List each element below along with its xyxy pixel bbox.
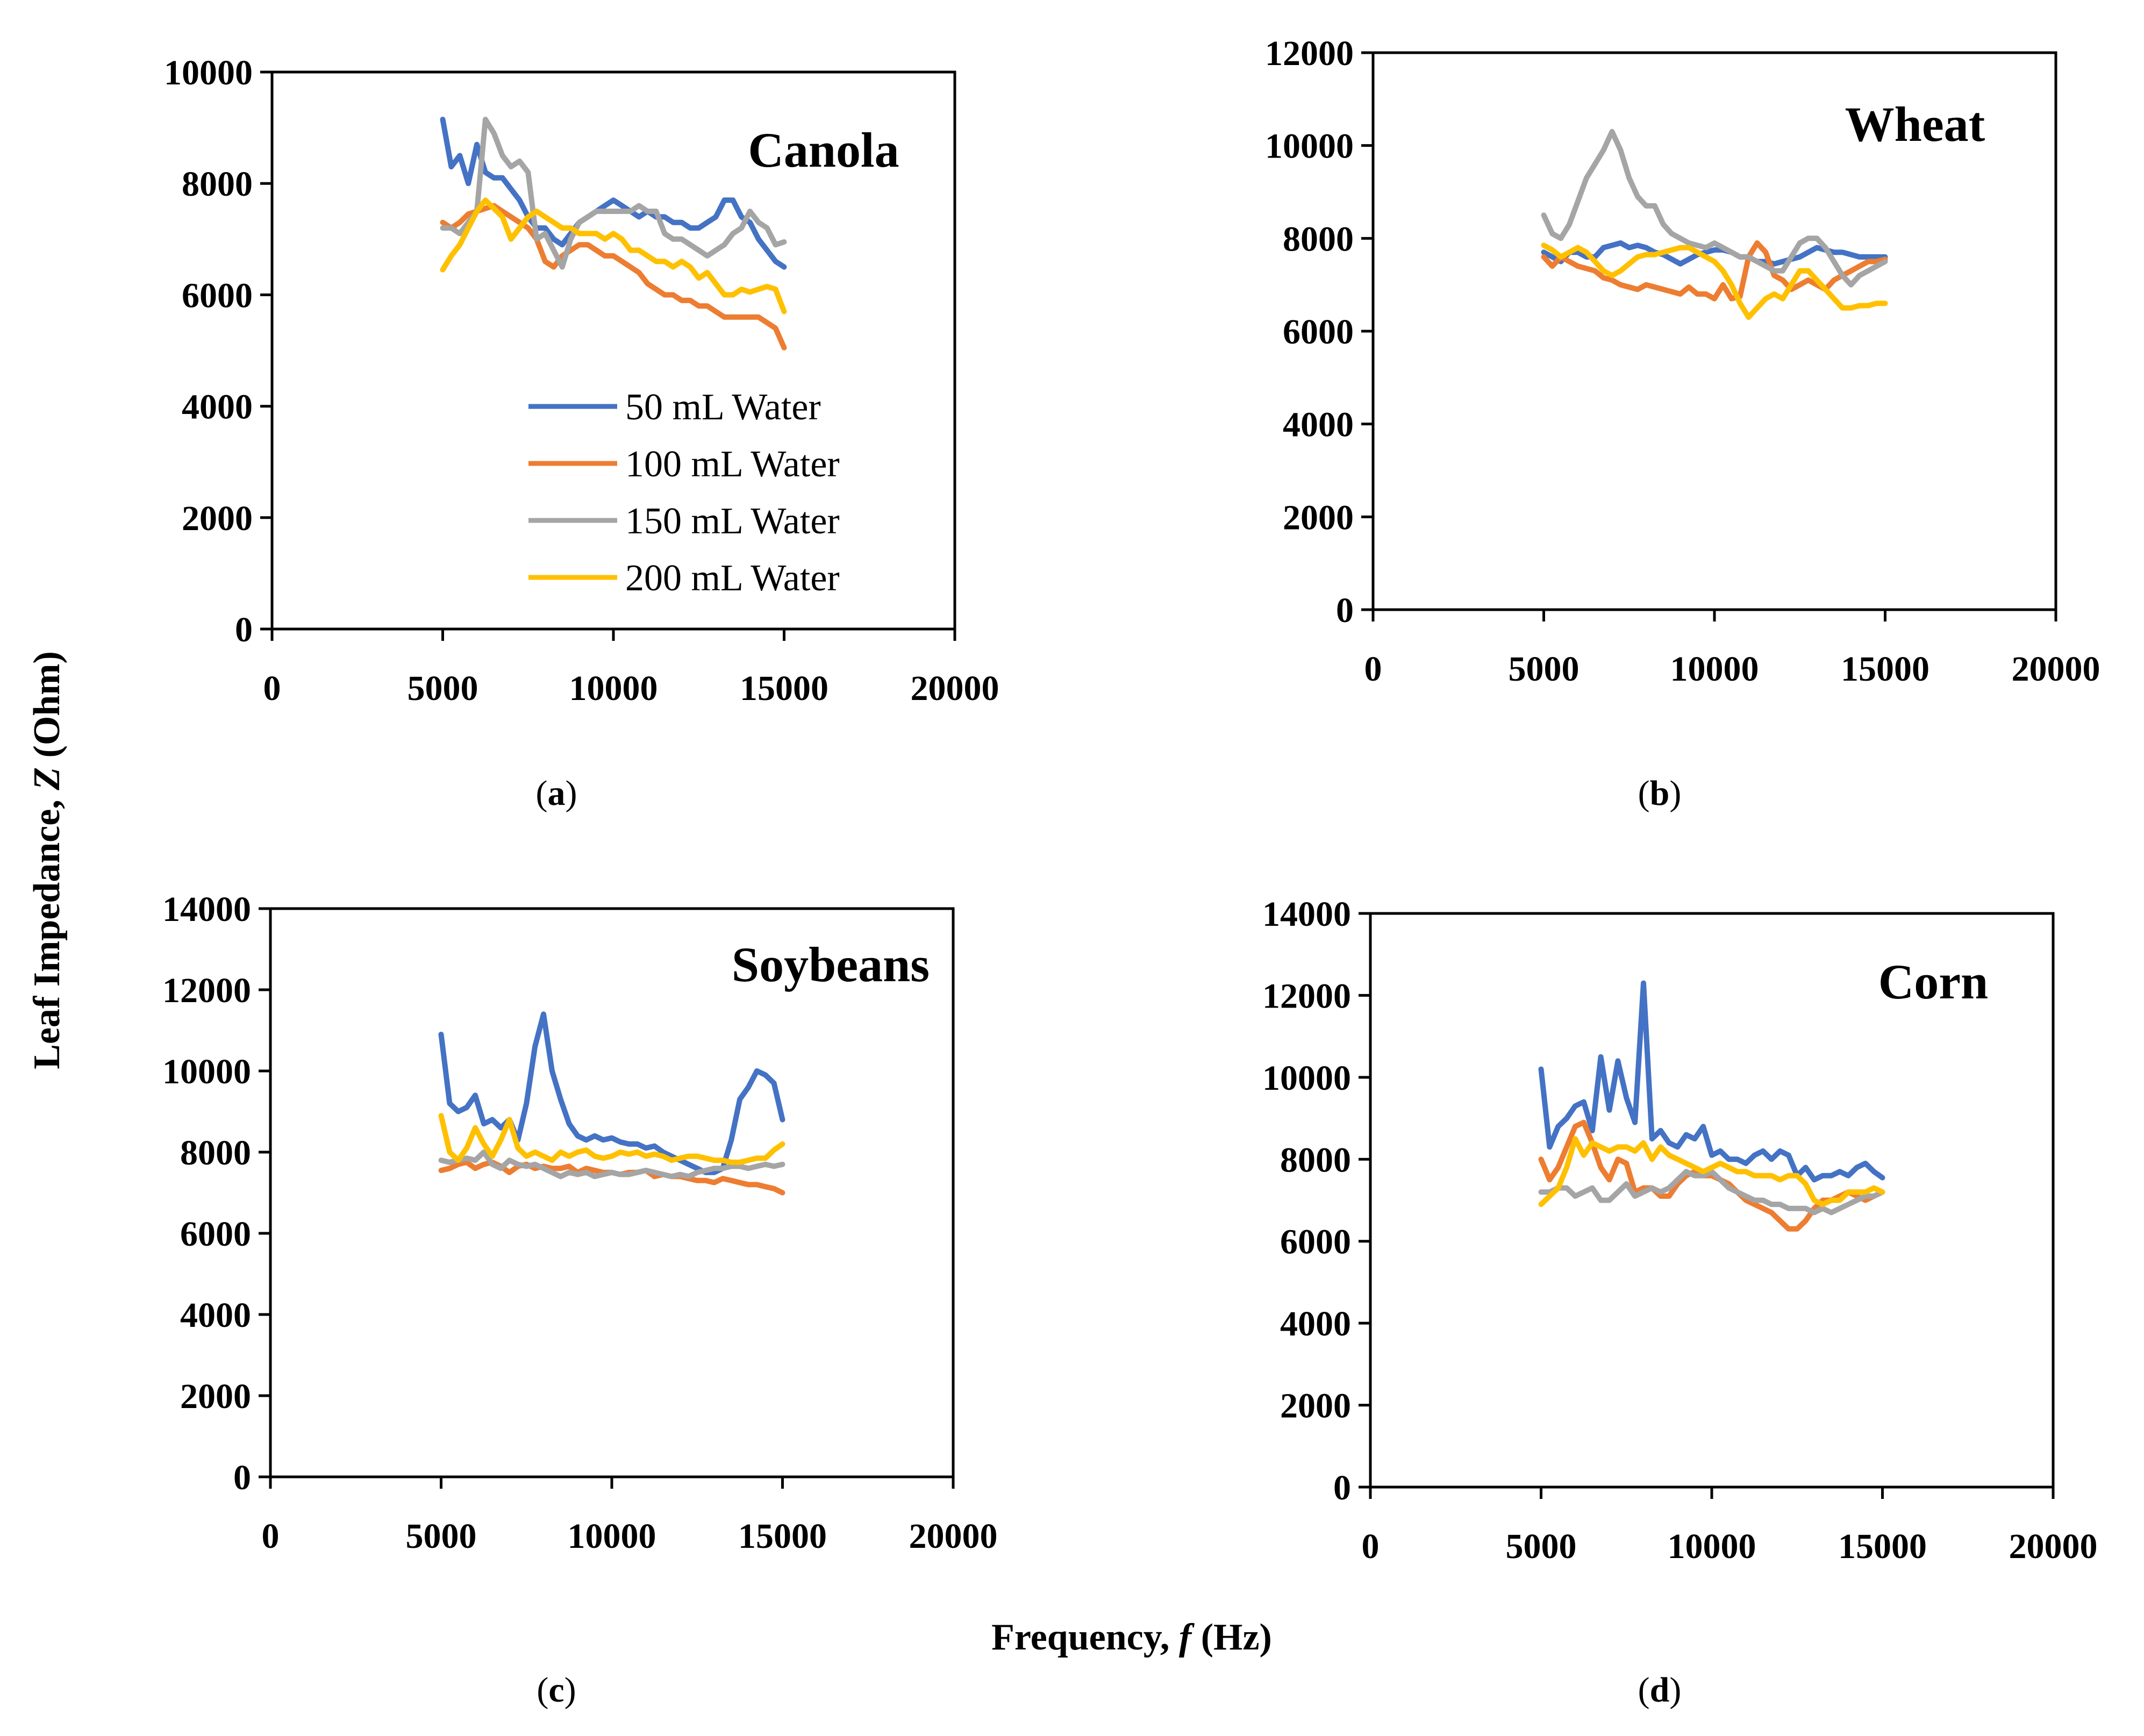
y-tick-label: 8000 [180, 1133, 251, 1173]
legend-label-100ml: 100 mL Water [625, 444, 840, 485]
series-lines [440, 117, 787, 351]
series-line-3 [1538, 1169, 1885, 1216]
x-tick-label: 10000 [568, 1517, 656, 1556]
y-tick-label: 6000 [1280, 1223, 1351, 1262]
panel-title: Wheat [1845, 97, 1985, 152]
y-tick-label: 0 [1336, 591, 1354, 630]
y-tick-label: 8000 [182, 165, 253, 204]
y-tick-label: 2000 [1280, 1387, 1351, 1426]
y-tick-label: 4000 [1283, 405, 1354, 445]
x-tick-label: 5000 [1509, 649, 1580, 689]
y-tick-label: 4000 [182, 388, 253, 427]
y-tick-label: 2000 [182, 499, 253, 538]
x-tick-labels: 0 5000 10000 15000 20000 [263, 669, 999, 708]
panel-caption: (a) [536, 774, 577, 813]
panel-caption: (d) [1638, 1670, 1682, 1710]
y-tick-label: 8000 [1283, 219, 1354, 259]
axis-marks [1359, 912, 2055, 1499]
series-lines [1538, 980, 1885, 1232]
x-tick-label: 0 [262, 1517, 280, 1556]
x-tick-label: 20000 [2012, 649, 2100, 689]
axis-marks [260, 70, 956, 641]
series-line-4 [1538, 1136, 1885, 1208]
series-lines [438, 1011, 785, 1196]
y-tick-label: 12000 [1265, 34, 1354, 73]
panel-caption: (b) [1638, 774, 1682, 813]
x-axis-title: Frequency, f (Hz) [991, 1617, 1272, 1658]
x-tick-label: 5000 [1506, 1527, 1577, 1566]
y-tick-label: 10000 [164, 53, 253, 92]
x-tick-label: 15000 [740, 669, 828, 708]
legend: 50 mL Water 100 mL Water 150 mL Water 20… [528, 387, 840, 599]
y-axis-title: Leaf Impedance, Z (Ohm) [26, 651, 68, 1069]
series-line-4 [440, 197, 787, 315]
panel-a-canola: 0 5000 10000 15000 20000 0 2000 4000 6000 8000 10… [164, 53, 999, 813]
y-tick-labels: 0 2000 4000 6000 8000 10000 12000 [1265, 34, 1354, 630]
panel-c-soybeans: 0 5000 10000 15000 20000 0 2000 4000 6000 8000 10… [162, 890, 998, 1710]
axis-marks [1361, 51, 2057, 621]
y-tick-label: 0 [1333, 1468, 1351, 1508]
x-tick-label: 20000 [911, 669, 999, 708]
y-tick-label: 6000 [182, 276, 253, 315]
series-line-4 [1541, 242, 1888, 320]
x-tick-label: 5000 [408, 669, 478, 708]
plot-area [269, 907, 955, 1478]
y-tick-label: 8000 [1280, 1140, 1351, 1180]
y-tick-label: 6000 [180, 1215, 251, 1254]
x-tick-labels: 0 5000 10000 15000 20000 [1364, 649, 2100, 689]
x-tick-label: 10000 [1670, 649, 1759, 689]
legend-label-50ml: 50 mL Water [625, 387, 821, 428]
y-tick-labels: 0 2000 4000 6000 8000 10000 12000 14000 [162, 890, 251, 1497]
x-tick-label: 15000 [1838, 1527, 1927, 1566]
y-tick-label: 14000 [162, 890, 251, 929]
series-line-1 [438, 1011, 785, 1175]
y-tick-label: 0 [233, 1458, 251, 1497]
x-tick-label: 10000 [1668, 1527, 1756, 1566]
panel-title: Canola [748, 123, 899, 177]
y-tick-label: 10000 [162, 1052, 251, 1091]
x-tick-label: 0 [263, 669, 281, 708]
x-tick-label: 15000 [1841, 649, 1929, 689]
y-tick-label: 6000 [1283, 312, 1354, 352]
x-tick-label: 10000 [569, 669, 658, 708]
y-tick-label: 12000 [162, 971, 251, 1010]
y-tick-label: 12000 [1262, 976, 1351, 1016]
x-tick-label: 20000 [2009, 1527, 2098, 1566]
x-tick-label: 0 [1362, 1527, 1380, 1566]
series-line-2 [440, 203, 787, 351]
y-tick-label: 2000 [1283, 498, 1354, 537]
y-tick-labels: 0 2000 4000 6000 8000 10000 [164, 53, 253, 649]
series-line-1 [440, 117, 787, 270]
axis-marks [259, 907, 955, 1489]
series-lines [1541, 128, 1888, 320]
panel-caption: (c) [537, 1670, 576, 1710]
x-tick-label: 0 [1364, 649, 1382, 689]
panel-d-corn: 0 5000 10000 15000 20000 0 2000 4000 6000 8000 10… [1262, 895, 2098, 1710]
y-tick-label: 4000 [1280, 1304, 1351, 1344]
series-line-4 [438, 1113, 785, 1165]
series-line-3 [1541, 128, 1888, 288]
y-tick-label: 10000 [1262, 1059, 1351, 1098]
y-tick-labels: 0 2000 4000 6000 8000 10000 12000 14000 [1262, 895, 1351, 1508]
series-line-3 [440, 117, 787, 270]
y-tick-label: 14000 [1262, 895, 1351, 934]
y-tick-label: 10000 [1265, 127, 1354, 166]
panel-b-wheat: 0 5000 10000 15000 20000 0 2000 4000 6000 8000 10… [1265, 34, 2100, 813]
x-tick-labels: 0 5000 10000 15000 20000 [1362, 1527, 2098, 1566]
y-tick-label: 4000 [180, 1296, 251, 1335]
panel-title: Corn [1878, 954, 1988, 1009]
x-tick-labels: 0 5000 10000 15000 20000 [262, 1517, 998, 1556]
x-tick-label: 5000 [406, 1517, 477, 1556]
series-line-1 [1538, 980, 1885, 1183]
legend-label-200ml: 200 mL Water [625, 558, 840, 599]
y-tick-label: 2000 [180, 1377, 251, 1416]
x-tick-label: 20000 [909, 1517, 998, 1556]
panel-title: Soybeans [732, 937, 930, 992]
y-tick-label: 0 [235, 610, 253, 649]
series-line-3 [438, 1149, 785, 1180]
series-line-2 [1541, 240, 1888, 302]
legend-label-150ml: 150 mL Water [625, 501, 840, 542]
x-tick-label: 15000 [738, 1517, 827, 1556]
